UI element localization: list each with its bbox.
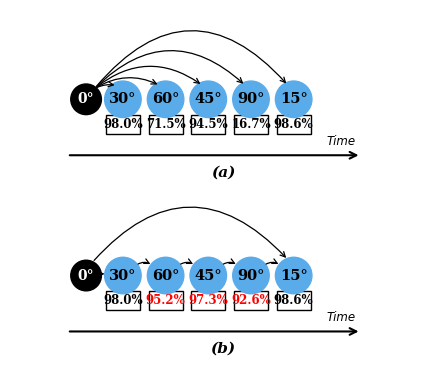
FancyArrowPatch shape: [138, 259, 149, 264]
Text: 45°: 45°: [194, 269, 222, 283]
Circle shape: [190, 81, 227, 117]
FancyBboxPatch shape: [234, 115, 268, 134]
FancyBboxPatch shape: [106, 291, 140, 310]
Text: 30°: 30°: [109, 269, 136, 283]
Circle shape: [276, 81, 312, 117]
FancyBboxPatch shape: [191, 115, 225, 134]
FancyArrowPatch shape: [96, 51, 242, 87]
Text: 98.6%: 98.6%: [274, 118, 314, 131]
Circle shape: [233, 257, 269, 294]
FancyBboxPatch shape: [277, 115, 310, 134]
FancyBboxPatch shape: [277, 291, 310, 310]
FancyBboxPatch shape: [191, 291, 225, 310]
Text: 97.3%: 97.3%: [188, 294, 228, 307]
Text: 45°: 45°: [194, 92, 222, 106]
Text: 15°: 15°: [280, 269, 308, 283]
Text: 98.6%: 98.6%: [274, 294, 314, 307]
Text: 60°: 60°: [152, 269, 179, 283]
Text: 94.5%: 94.5%: [189, 118, 228, 131]
Circle shape: [71, 84, 101, 115]
Text: 60°: 60°: [152, 92, 179, 106]
Text: 95.2%: 95.2%: [146, 294, 186, 307]
FancyArrowPatch shape: [97, 82, 113, 87]
FancyArrowPatch shape: [97, 78, 157, 87]
Text: 30°: 30°: [109, 92, 136, 106]
FancyArrowPatch shape: [96, 31, 285, 86]
Circle shape: [147, 257, 184, 294]
Text: 15°: 15°: [280, 92, 308, 106]
FancyArrowPatch shape: [94, 207, 285, 261]
FancyArrowPatch shape: [266, 259, 277, 264]
Text: 0°: 0°: [78, 92, 95, 106]
Text: (b): (b): [211, 342, 235, 356]
Text: 90°: 90°: [237, 269, 264, 283]
Text: Time: Time: [326, 311, 355, 324]
Circle shape: [147, 81, 184, 117]
Circle shape: [71, 260, 101, 291]
Text: 0°: 0°: [78, 269, 95, 283]
Text: 16.7%: 16.7%: [231, 118, 271, 131]
FancyArrowPatch shape: [98, 272, 103, 277]
Text: 92.6%: 92.6%: [231, 294, 271, 307]
FancyBboxPatch shape: [106, 115, 140, 134]
Text: 98.0%: 98.0%: [103, 294, 143, 307]
Circle shape: [190, 257, 227, 294]
Circle shape: [105, 81, 141, 117]
FancyBboxPatch shape: [149, 291, 182, 310]
FancyArrowPatch shape: [223, 259, 235, 264]
Text: (a): (a): [211, 166, 235, 180]
Text: 98.0%: 98.0%: [103, 118, 143, 131]
FancyArrowPatch shape: [181, 259, 192, 264]
FancyBboxPatch shape: [149, 115, 182, 134]
Circle shape: [233, 81, 269, 117]
FancyBboxPatch shape: [234, 291, 268, 310]
FancyArrowPatch shape: [97, 66, 199, 87]
Text: Time: Time: [326, 135, 355, 148]
Circle shape: [105, 257, 141, 294]
Circle shape: [276, 257, 312, 294]
Text: 71.5%: 71.5%: [146, 118, 186, 131]
Text: 90°: 90°: [237, 92, 264, 106]
